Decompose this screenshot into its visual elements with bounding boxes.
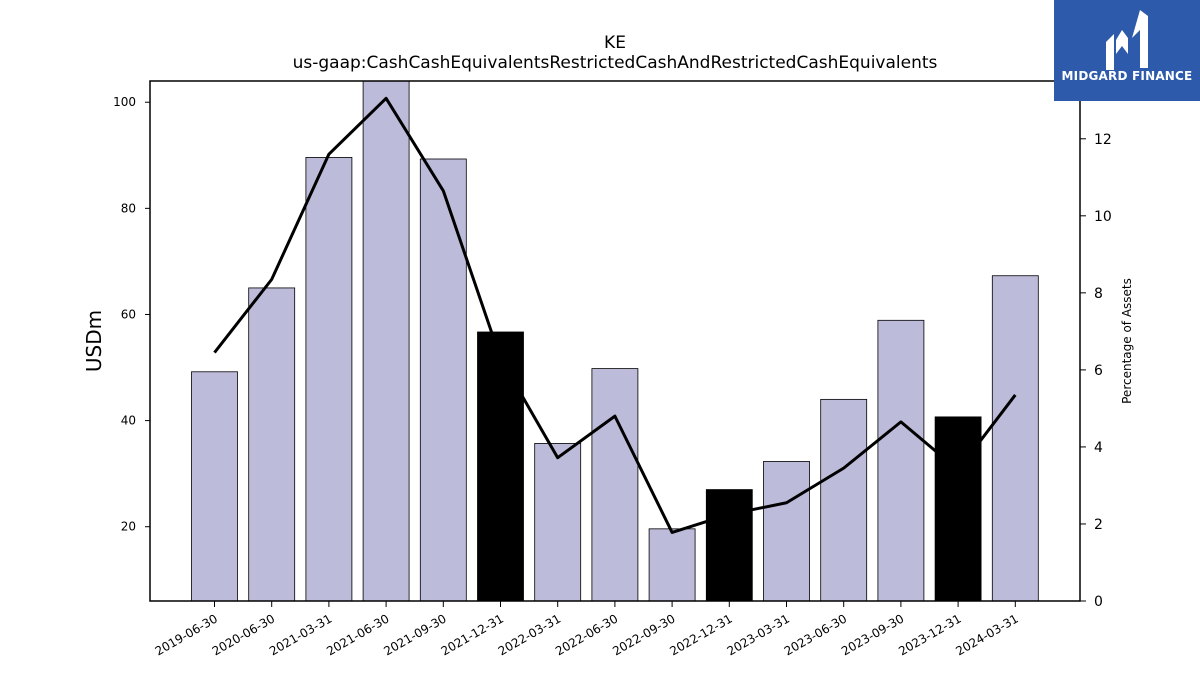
x-tick-label: 2020-06-30 [210,611,277,658]
x-tick-label: 2021-09-30 [381,611,448,658]
logo-mark-icon [1106,10,1148,70]
bar [763,461,810,602]
line-series [213,96,1017,534]
bar [820,398,868,602]
bar [477,331,524,602]
y-tick-label: 60 [121,307,136,321]
bar [991,275,1039,602]
x-tick-label: 2022-12-31 [667,611,734,658]
chart-title: KE [604,33,626,53]
y-tick-label: 80 [121,201,136,215]
bar [705,489,753,602]
x-tick-label: 2024-03-31 [953,611,1020,658]
x-tick-label: 2022-03-31 [496,611,563,658]
y2-tick-label: 6 [1094,363,1103,379]
bar [248,287,296,602]
bar [877,319,925,602]
y2-tick-label: 4 [1094,440,1103,456]
y-tick-label: 20 [121,520,136,534]
bar [591,368,639,602]
y-tick-label: 40 [121,414,136,428]
x-tick-label: 2021-12-31 [439,611,506,658]
x-tick-label: 2022-06-30 [553,611,620,658]
logo-text: MIDGARD FINANCE [1061,69,1193,83]
bar [648,528,696,602]
x-tick-label: 2023-12-31 [896,611,963,658]
bar [191,371,238,602]
bar-series [191,80,1039,602]
y2-tick-label: 12 [1094,132,1112,148]
y-tick-label: 100 [113,95,136,109]
y2-tick-label: 8 [1094,286,1103,302]
bar [362,80,410,602]
x-tick-label: 2019-06-30 [153,611,220,658]
bar [419,158,467,602]
bar [934,416,982,602]
bar [305,157,353,602]
logo: MIDGARD FINANCE [1054,0,1200,101]
x-tick-label: 2021-06-30 [324,611,391,658]
y2-tick-label: 2 [1094,517,1103,533]
y2-tick-label: 10 [1094,209,1112,225]
bar [534,443,582,602]
y2-tick-label: 0 [1094,594,1103,610]
x-tick-label: 2022-09-30 [610,611,677,658]
x-tick-label: 2023-03-31 [725,611,792,658]
x-tick-label: 2021-03-31 [267,611,334,658]
percentage-line [213,96,1017,534]
x-tick-label: 2023-09-30 [839,611,906,658]
y-axis-label: USDm [82,310,106,372]
y2-axis-label: Percentage of Assets [1120,278,1134,404]
x-tick-label: 2023-06-30 [782,611,849,658]
chart-subtitle: us-gaap:CashCashEquivalentsRestrictedCas… [293,53,938,73]
